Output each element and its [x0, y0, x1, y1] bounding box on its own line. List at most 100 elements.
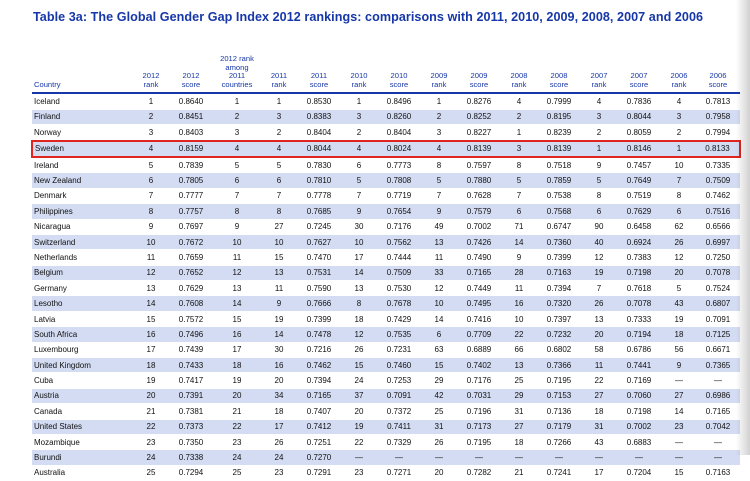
rank-2007-cell: 43 — [582, 434, 616, 451]
score-2012-cell: 0.7496 — [170, 326, 212, 343]
rank-2010-cell: 17 — [342, 249, 376, 266]
score-2011-cell: 0.7810 — [296, 172, 342, 189]
score-2010-cell: 0.7253 — [376, 372, 422, 389]
rank-among-2011-header: 2012 rank among 2011 countries — [212, 54, 262, 95]
score-2011-cell: 0.8383 — [296, 109, 342, 126]
rank-2007-cell: 18 — [582, 403, 616, 420]
country-name-cell: Denmark — [32, 188, 132, 205]
rank-2009-cell: 63 — [422, 342, 456, 359]
rank-2010-cell: 3 — [342, 109, 376, 126]
rank-2008-cell: 2 — [502, 109, 536, 126]
score-2008-cell: 0.7153 — [536, 388, 582, 405]
table-row: Lesotho 14 0.7608 14 9 0.7666 8 0.7678 10 0.7495 1… — [32, 295, 740, 312]
score-2006-cell: 0.7250 — [696, 249, 740, 266]
rank-among-2011-cell: 18 — [212, 357, 262, 374]
country-name-cell: United States — [32, 419, 132, 435]
rank-2007-cell: 2 — [582, 124, 616, 142]
country-name-cell: Canada — [32, 403, 132, 420]
rank-2008-cell: 18 — [502, 434, 536, 451]
rank-among-2011-cell: 15 — [212, 311, 262, 328]
rank-2010-cell: 37 — [342, 388, 376, 405]
score-2006-cell: 0.7994 — [696, 124, 740, 142]
rank-2012-cell: 25 — [132, 465, 170, 481]
score-2010-cell: 0.7091 — [376, 388, 422, 405]
score-2006-cell: 0.6671 — [696, 342, 740, 359]
score-2012-cell: 0.7839 — [170, 156, 212, 174]
score-2006-cell: 0.7365 — [696, 357, 740, 374]
score-2012-cell: 0.7373 — [170, 419, 212, 435]
table-row: Luxembourg 17 0.7439 17 30 0.7216 26 0.7231 63 0.… — [32, 342, 740, 359]
score-2008-cell: 0.7360 — [536, 234, 582, 251]
score-2009-cell: 0.7880 — [456, 172, 502, 189]
score-2010-cell: 0.7773 — [376, 156, 422, 174]
score-2011-cell: 0.8530 — [296, 93, 342, 110]
score-2010-cell: 0.7411 — [376, 419, 422, 435]
rank-2010-cell: 8 — [342, 295, 376, 312]
rank-2012-cell: 3 — [132, 124, 170, 142]
table-header-row: Country 2012 rank 2012 score 2012 rank among 20… — [32, 54, 740, 95]
score-2011-cell: 0.7830 — [296, 156, 342, 174]
score-2008-cell: 0.7266 — [536, 434, 582, 451]
rank-2011-cell: 27 — [262, 219, 296, 235]
rank-2009-cell: 25 — [422, 403, 456, 420]
rank-2007-cell: 4 — [582, 93, 616, 110]
score-2011-cell: 0.7270 — [296, 449, 342, 466]
rank-2008-cell: 9 — [502, 249, 536, 266]
rank-2007-cell: — — [582, 449, 616, 466]
rank-2009-cell: 15 — [422, 357, 456, 374]
country-name-cell: Belgium — [32, 265, 132, 282]
score-2009-cell: 0.7490 — [456, 249, 502, 266]
rank-2007-cell: 17 — [582, 465, 616, 481]
score-2009-cell: 0.7579 — [456, 203, 502, 220]
score-2008-cell: 0.7195 — [536, 372, 582, 389]
rank-2012-cell: 14 — [132, 295, 170, 312]
rank-2006-cell: 56 — [662, 342, 696, 359]
score-2007-cell: 0.8059 — [616, 124, 662, 142]
rank-2006-cell: 10 — [662, 156, 696, 174]
rank-2006-cell: 5 — [662, 280, 696, 297]
score-2006-cell: 0.6997 — [696, 234, 740, 251]
rank-2011-cell: 15 — [262, 249, 296, 266]
score-2010-cell: 0.8260 — [376, 109, 422, 126]
score-2011-cell: 0.7394 — [296, 372, 342, 389]
score-2006-cell: 0.7509 — [696, 172, 740, 189]
score-2008-cell: 0.7999 — [536, 93, 582, 110]
score-2007-cell: 0.7060 — [616, 388, 662, 405]
score-2008-cell: 0.7397 — [536, 311, 582, 328]
rank-2012-cell: 10 — [132, 234, 170, 251]
score-2010-header: 2010 score — [376, 55, 422, 95]
rank-2010-cell: 10 — [342, 234, 376, 251]
rank-2010-header: 2010 rank — [342, 55, 376, 95]
rank-2010-cell: 19 — [342, 419, 376, 435]
rank-2009-cell: 6 — [422, 326, 456, 343]
score-2010-cell: 0.8404 — [376, 124, 422, 142]
rank-2008-cell: 1 — [502, 124, 536, 142]
country-name-cell: Austria — [32, 388, 132, 405]
score-2008-cell: 0.7320 — [536, 295, 582, 312]
rank-2010-cell: 1 — [342, 93, 376, 110]
rank-2012-cell: 22 — [132, 419, 170, 435]
rank-2010-cell: 23 — [342, 465, 376, 481]
score-2008-cell: 0.7179 — [536, 419, 582, 435]
table-row: Belgium 12 0.7652 12 13 0.7531 14 0.7509 33 0.716… — [32, 265, 740, 282]
score-2012-cell: 0.7652 — [170, 265, 212, 282]
rank-2012-cell: 16 — [132, 326, 170, 343]
rank-2009-cell: 5 — [422, 172, 456, 189]
rank-2008-cell: 21 — [502, 465, 536, 481]
rank-2011-cell: 3 — [262, 109, 296, 126]
score-2010-cell: 0.7231 — [376, 342, 422, 359]
rank-2007-cell: 8 — [582, 188, 616, 205]
score-2008-cell: 0.7232 — [536, 326, 582, 343]
rank-2006-cell: 26 — [662, 234, 696, 251]
score-2007-cell: — — [616, 449, 662, 466]
rank-2009-cell: 49 — [422, 219, 456, 235]
rank-2012-cell: 21 — [132, 403, 170, 420]
rank-2010-cell: 2 — [342, 124, 376, 142]
score-2011-cell: 0.7412 — [296, 419, 342, 435]
score-2006-cell: — — [696, 449, 740, 466]
country-name-cell: Mozambique — [32, 434, 132, 451]
country-name-cell: Philippines — [32, 203, 132, 220]
score-2012-cell: 0.7757 — [170, 203, 212, 220]
rank-2009-cell: 33 — [422, 265, 456, 282]
score-2009-header: 2009 score — [456, 55, 502, 95]
